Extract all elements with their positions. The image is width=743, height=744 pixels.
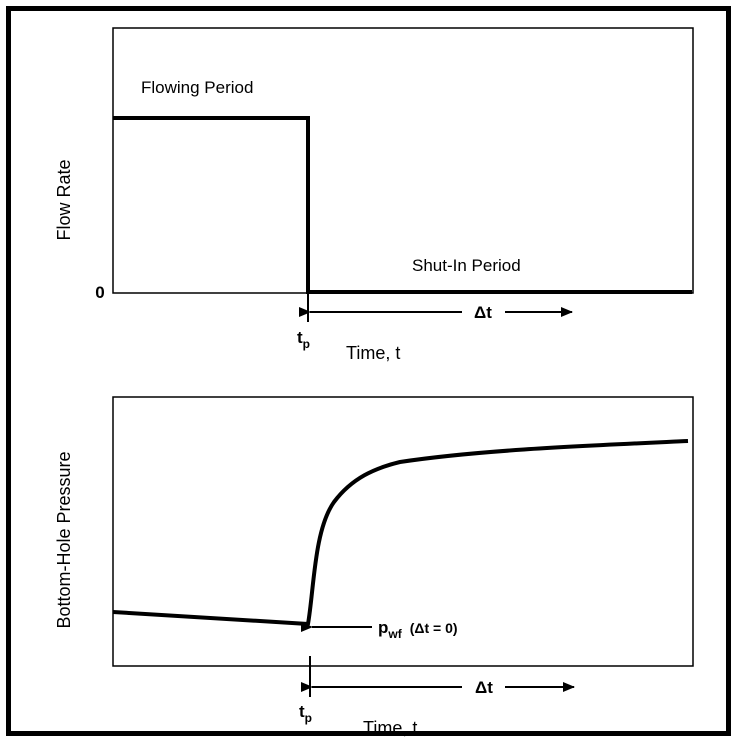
shut-in-period-label: Shut-In Period (412, 256, 521, 275)
delta-t-label-bottom: Δt (475, 678, 493, 697)
flow-rate-curve (113, 116, 692, 294)
pressure-curve (112, 439, 689, 626)
pwf-label: pwf (Δt = 0) (378, 618, 458, 641)
tp-label-top: tp (297, 328, 310, 351)
time-axis-label-bottom: Time, t (363, 718, 417, 738)
pressure-axis-label: Bottom-Hole Pressure (54, 451, 74, 628)
delta-t-label-top: Δt (474, 303, 492, 322)
tp-label-bottom: tp (299, 702, 312, 725)
pressure-plot-box (112, 396, 694, 667)
flow-rate-plot-box (112, 27, 694, 294)
flow-rate-zero-tick: 0 (95, 283, 104, 302)
flowing-period-label: Flowing Period (141, 78, 253, 97)
flow-rate-axis-label: Flow Rate (54, 159, 74, 240)
time-axis-label-top: Time, t (346, 343, 400, 363)
